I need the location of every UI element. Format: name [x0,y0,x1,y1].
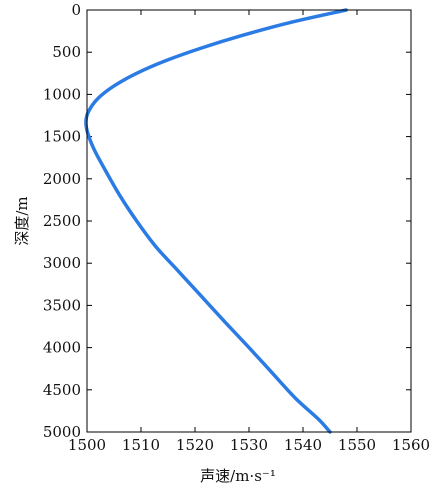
sound-speed-profile-line [84,8,348,434]
y-axis-ticks: 0 500 1000 1500 2000 2500 3000 3500 4000 4500 5000 [43,1,411,441]
y-tick-label: 1000 [43,85,81,103]
x-tick-label: 1500 [68,436,106,454]
y-tick-label: 3000 [43,254,81,272]
y-axis-label: 深度/m [13,196,31,245]
y-tick-label: 500 [52,43,81,61]
x-tick-label: 1540 [284,436,322,454]
x-tick-label: 1560 [392,436,430,454]
x-tick-label: 1510 [122,436,160,454]
y-tick-label: 5000 [43,423,81,441]
plot-frame [86,9,412,433]
y-tick-label: 0 [71,1,81,19]
x-axis-label: 声速/m·s⁻¹ [200,467,276,485]
x-tick-label: 1550 [338,436,376,454]
y-tick-label: 3500 [43,296,81,314]
x-tick-label: 1520 [176,436,214,454]
y-tick-label: 4000 [43,339,81,357]
y-tick-label: 4500 [43,381,81,399]
x-tick-label: 1530 [230,436,268,454]
y-tick-label: 2500 [43,212,81,230]
x-axis-ticks: 1500 1510 1520 1530 1540 1550 1560 [68,10,430,454]
y-tick-label: 2000 [43,170,81,188]
y-tick-label: 1500 [43,128,81,146]
